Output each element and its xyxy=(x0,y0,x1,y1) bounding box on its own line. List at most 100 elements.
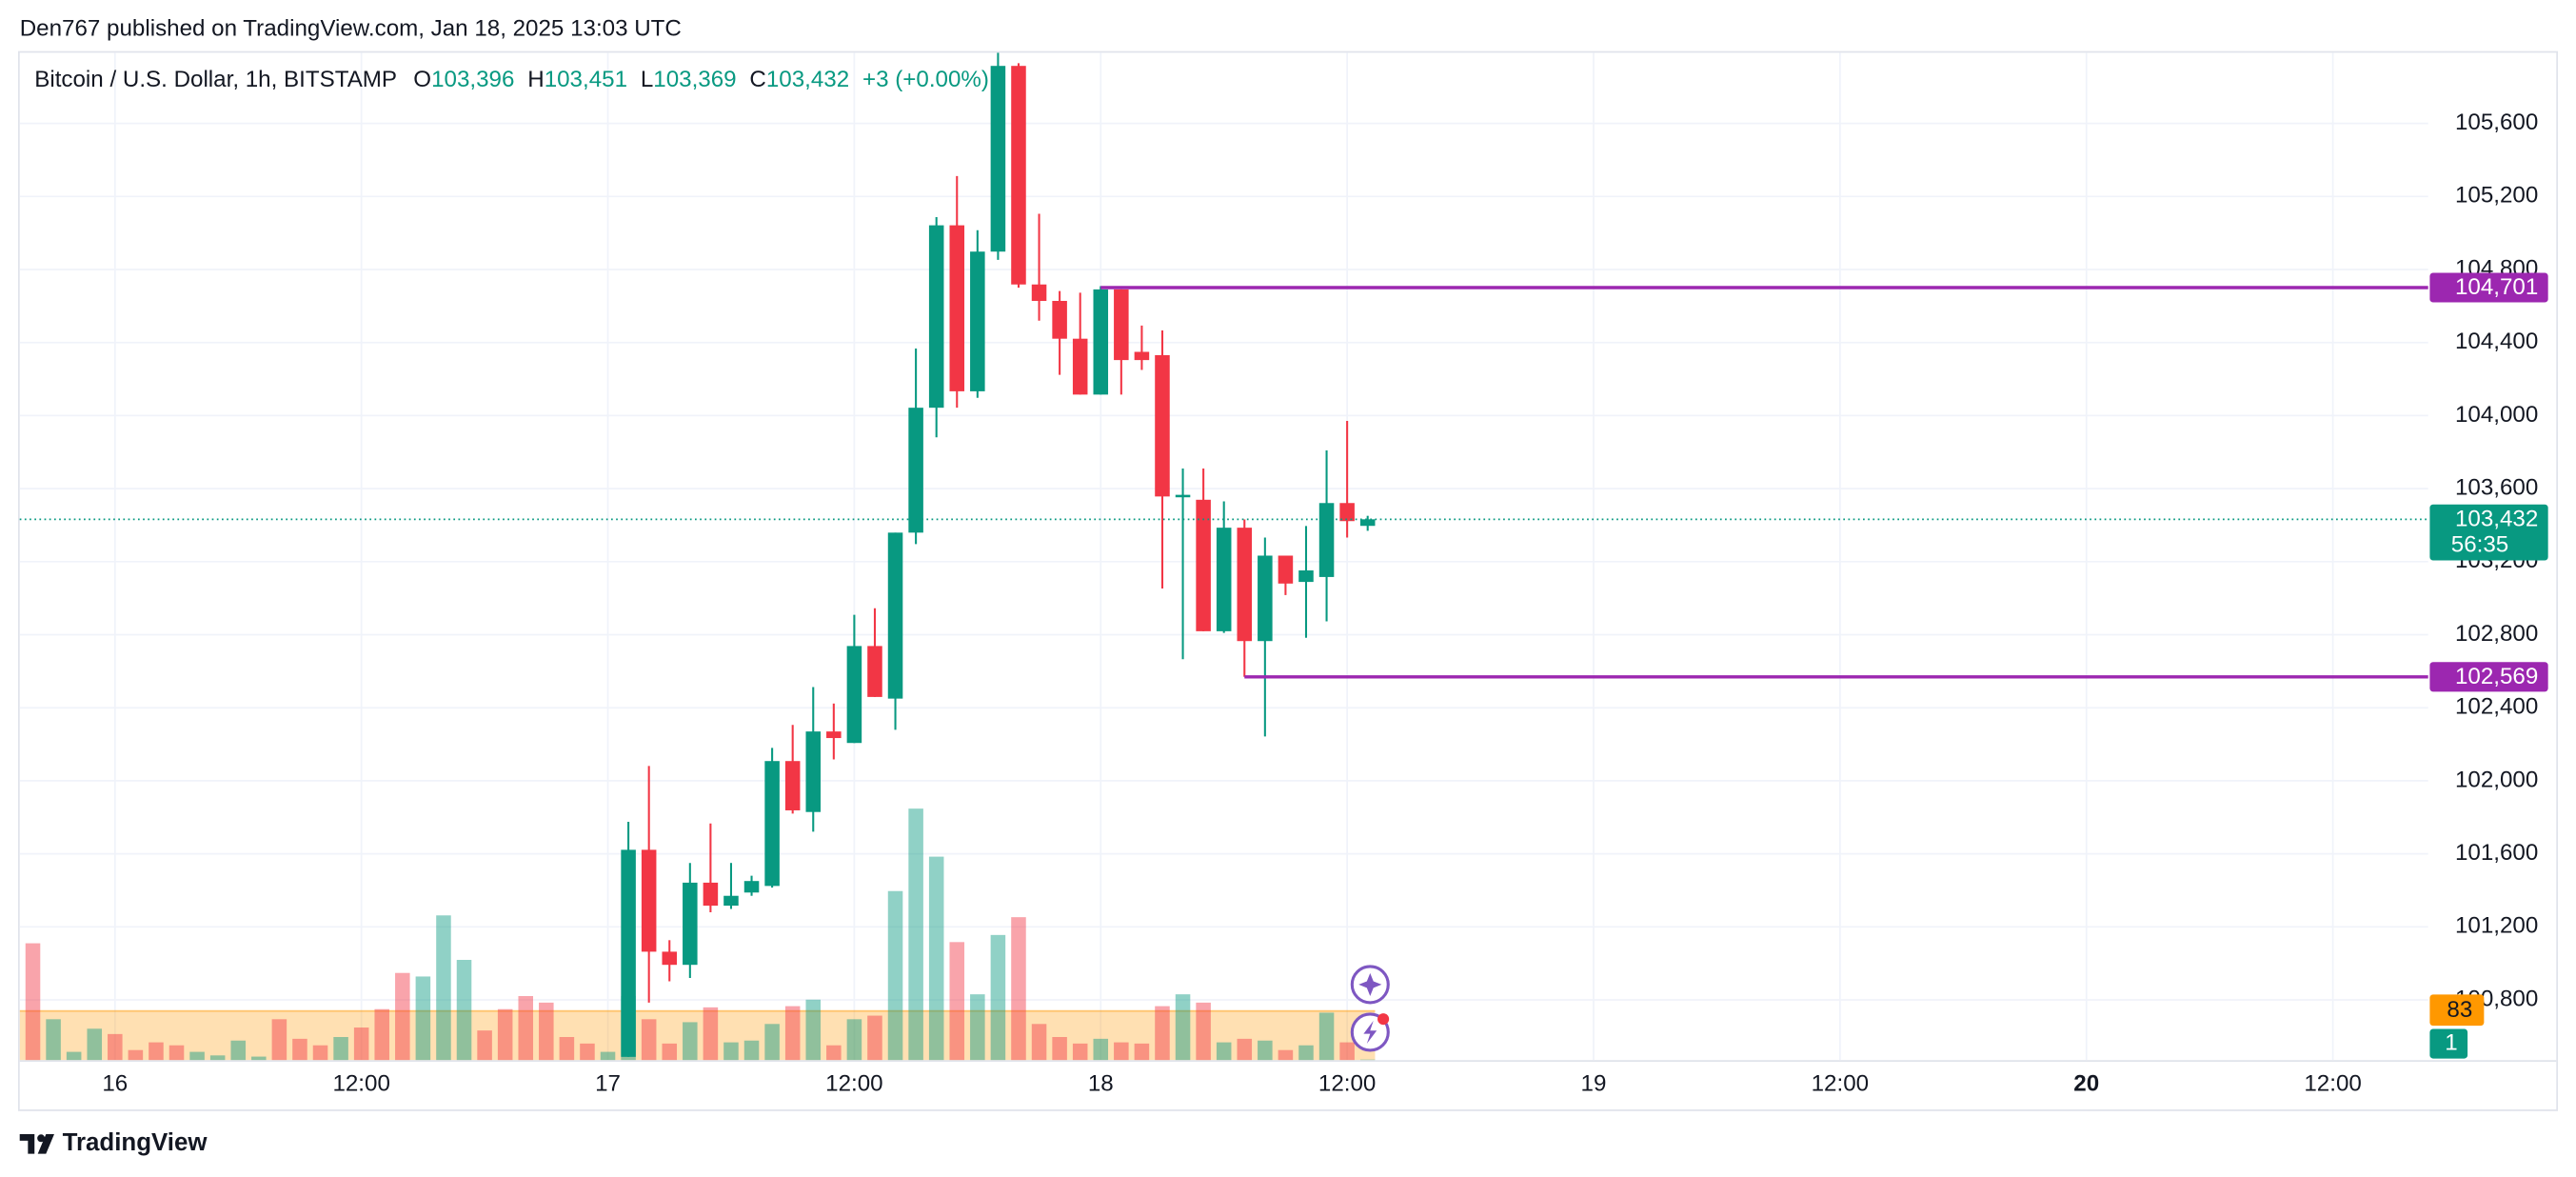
ohlc-key: H xyxy=(527,67,544,92)
candle-body xyxy=(990,66,1006,252)
footer-logo: TradingView xyxy=(19,1129,208,1156)
candle-body xyxy=(1134,351,1150,361)
volume-bar xyxy=(415,976,431,1061)
volume-bar xyxy=(251,1056,267,1061)
volume-bar xyxy=(908,808,923,1061)
candle-body xyxy=(908,408,923,533)
volume-bar xyxy=(662,1043,678,1061)
chart-frame xyxy=(17,50,2559,1111)
x-tick-label: 16 xyxy=(102,1071,128,1097)
candle-body xyxy=(683,882,698,966)
y-tick-label: 104,400 xyxy=(2455,329,2538,354)
candle-body xyxy=(805,731,822,812)
candle-body xyxy=(826,731,842,739)
volume-bar xyxy=(990,934,1006,1061)
volume-bar xyxy=(867,1015,882,1061)
volume-bar xyxy=(928,856,944,1061)
volume-bar xyxy=(149,1042,164,1061)
candle-body xyxy=(1031,284,1047,301)
x-tick-label: 20 xyxy=(2073,1071,2099,1097)
volume-last-label: 1 xyxy=(2445,1029,2457,1055)
volume-bar xyxy=(846,1019,862,1061)
volume-bar xyxy=(949,942,965,1061)
level-tag xyxy=(2429,272,2548,303)
volume-bar xyxy=(1339,1042,1355,1061)
volume-bar xyxy=(436,915,451,1061)
volume-bar xyxy=(683,1022,698,1061)
volume-bar xyxy=(292,1038,307,1061)
volume-bar xyxy=(1072,1043,1088,1061)
volume-bar xyxy=(374,1008,390,1061)
volume-bar xyxy=(1031,1024,1047,1061)
candle-body xyxy=(1072,338,1088,395)
x-tick-label: 17 xyxy=(595,1071,621,1097)
candle-body xyxy=(1093,289,1109,395)
volume-bar xyxy=(970,994,985,1061)
volume-bar xyxy=(600,1051,616,1061)
volume-bar xyxy=(66,1051,82,1061)
tv-logo-dot xyxy=(37,1134,46,1143)
candle-body xyxy=(764,761,780,887)
volume-bar xyxy=(209,1055,226,1061)
volume-bar xyxy=(25,943,41,1061)
ohlc-value: 103,451 xyxy=(545,67,627,92)
volume-bar xyxy=(46,1019,61,1061)
x-tick-label: 12:00 xyxy=(332,1071,389,1097)
volume-last-tag xyxy=(2429,1028,2468,1059)
x-tick-label: 12:00 xyxy=(825,1071,882,1097)
candle-body xyxy=(621,849,636,1057)
x-tick-label: 18 xyxy=(1088,1071,1114,1097)
volume-ma-label: 83 xyxy=(2447,997,2472,1023)
y-tick-label: 105,600 xyxy=(2455,110,2538,135)
volume-pane xyxy=(19,808,1376,1061)
volume-ma-area xyxy=(19,1010,1376,1061)
volume-bar xyxy=(1011,917,1026,1061)
volume-bar xyxy=(743,1040,760,1061)
level-tag xyxy=(2429,662,2548,692)
volume-bar xyxy=(230,1040,247,1061)
volume-bar xyxy=(87,1028,102,1061)
volume-bar xyxy=(1237,1038,1253,1061)
brand: TradingView xyxy=(63,1129,208,1156)
change-value: +3 (+0.00%) xyxy=(862,67,989,92)
y-tick-label: 101,600 xyxy=(2455,840,2538,866)
volume-bar xyxy=(108,1033,123,1061)
candle-body xyxy=(1052,300,1067,339)
candle-body xyxy=(641,849,657,952)
last-price-tag xyxy=(2429,504,2548,561)
y-tick-label: 102,000 xyxy=(2455,767,2538,792)
candle-body xyxy=(928,225,944,409)
tv-logo-mark xyxy=(19,1133,54,1154)
y-tick-label: 102,800 xyxy=(2455,621,2538,647)
volume-bar xyxy=(1114,1042,1129,1061)
volume-bar xyxy=(887,890,903,1061)
candle-body xyxy=(949,225,965,391)
volume-bar xyxy=(703,1007,719,1061)
volume-bar xyxy=(826,1045,842,1061)
level-tag-label: 102,569 xyxy=(2455,664,2538,689)
overlay xyxy=(19,286,2428,679)
candle-body xyxy=(1359,519,1376,527)
volume-bar xyxy=(395,972,410,1061)
symbol-title: Bitcoin / U.S. Dollar, 1h, BITSTAMP xyxy=(34,67,397,92)
x-tick-label: 12:00 xyxy=(2304,1071,2361,1097)
volume-bar xyxy=(1258,1040,1273,1061)
volume-bar xyxy=(764,1024,780,1061)
candle-body xyxy=(1278,555,1294,584)
candle-body xyxy=(846,646,862,744)
candle-body xyxy=(1237,528,1253,642)
volume-bar xyxy=(497,1008,513,1061)
x-tick-label: 19 xyxy=(1581,1071,1607,1097)
ohlc-key: C xyxy=(749,67,765,92)
volume-bar xyxy=(1359,1059,1376,1061)
candle-body xyxy=(1196,499,1211,631)
candle-body xyxy=(1114,289,1129,361)
indicator-icons xyxy=(1350,965,1390,1052)
volume-bar xyxy=(559,1036,575,1061)
volume-bar xyxy=(477,1030,492,1061)
ohlc-value: 103,396 xyxy=(431,67,514,92)
volume-bar xyxy=(723,1042,739,1061)
